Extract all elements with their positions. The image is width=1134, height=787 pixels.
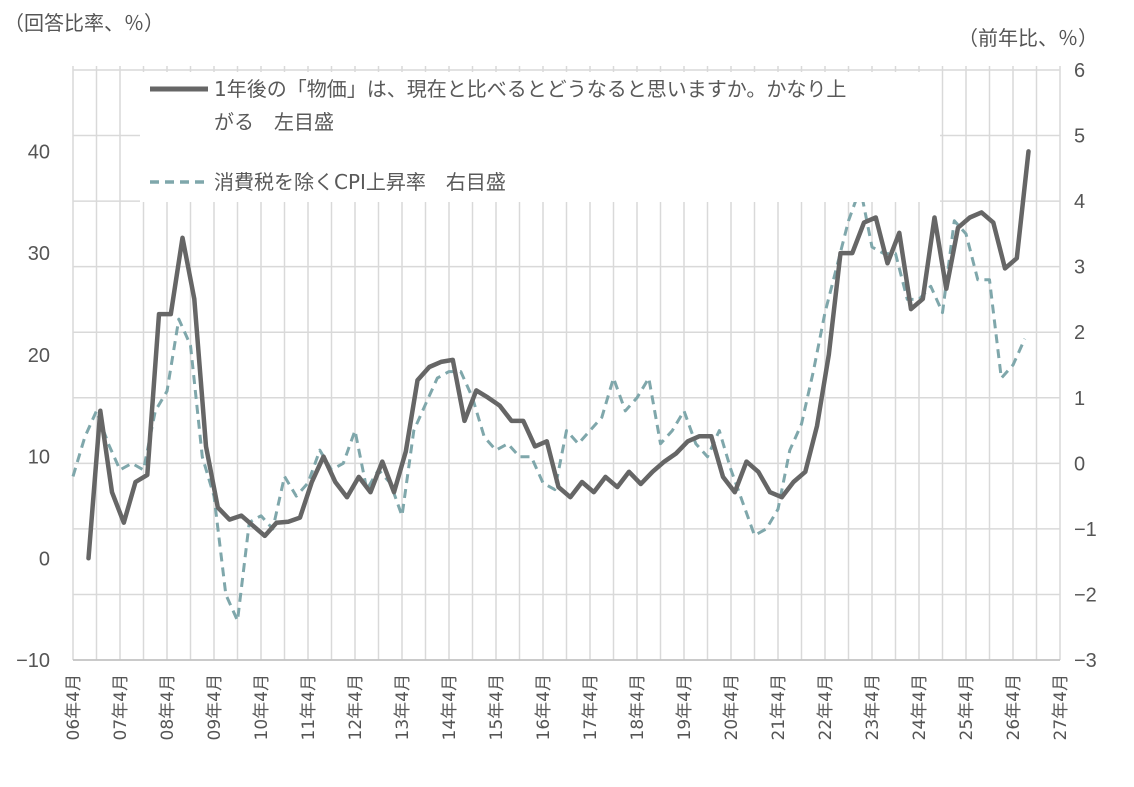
x-axis-tick-label: 24年4月 — [910, 674, 930, 740]
x-axis-tick-label: 18年4月 — [628, 674, 648, 740]
x-axis-tick-label: 13年4月 — [393, 674, 413, 740]
legend-label-expectation-line2: がる 左目盛 — [214, 110, 334, 134]
x-axis-tick-label: 26年4月 — [1004, 674, 1024, 740]
x-axis-tick-label: 19年4月 — [675, 674, 695, 740]
gridlines — [72, 66, 1061, 661]
left-axis-unit: （回答比率、％） — [4, 11, 164, 35]
legend-background — [140, 72, 940, 202]
x-axis-tick-label: 09年4月 — [205, 674, 225, 740]
x-axis-tick-label: 22年4月 — [816, 674, 836, 740]
x-axis-tick-label: 25年4月 — [957, 674, 977, 740]
x-axis-tick-label: 27年4月 — [1051, 674, 1071, 740]
x-axis-tick-label: 15年4月 — [487, 674, 507, 740]
legend-label-expectation-line1: 1年後の「物価」は、現在と比べるとどうなると思いますか。かなり上 — [214, 77, 846, 101]
legend-label-cpi: 消費税を除くCPI上昇率 右目盛 — [214, 170, 506, 194]
right-axis-tick-label: 3 — [1074, 257, 1085, 279]
right-axis-tick-label: 4 — [1074, 191, 1085, 213]
x-axis-tick-label: 11年4月 — [299, 674, 319, 740]
right-axis-tick-label: −2 — [1074, 584, 1097, 606]
x-axis-tick-label: 23年4月 — [863, 674, 883, 740]
x-axis-tick-label: 20年4月 — [722, 674, 742, 740]
x-axis-tick-label: 16年4月 — [534, 674, 554, 740]
left-axis-tick-label: 0 — [39, 548, 50, 570]
right-axis-tick-label: 2 — [1074, 322, 1085, 344]
legend: 1年後の「物価」は、現在と比べるとどうなると思いますか。かなり上 がる 左目盛 … — [140, 72, 940, 202]
left-axis-tick-label: 20 — [28, 345, 50, 367]
series-line-expectation — [86, 149, 1031, 561]
right-axis-tick-label: 1 — [1074, 388, 1085, 410]
right-axis-unit: （前年比、％） — [958, 26, 1098, 50]
left-axis-tick-label: 40 — [28, 141, 50, 163]
left-axis-tick-label: 10 — [28, 447, 50, 469]
x-axis-tick-label: 06年4月 — [64, 674, 84, 740]
series-line-cpi — [71, 186, 1027, 623]
x-axis-tick-label: 14年4月 — [440, 674, 460, 740]
left-axis-tick-label: 30 — [28, 243, 50, 265]
right-axis-tick-label: 6 — [1074, 60, 1085, 82]
x-axis-tick-label: 10年4月 — [252, 674, 272, 740]
right-axis-tick-label: −3 — [1074, 650, 1097, 672]
x-axis-tick-label: 12年4月 — [346, 674, 366, 740]
left-axis-tick-label: −10 — [16, 650, 50, 672]
right-axis-tick-label: 0 — [1074, 453, 1085, 475]
x-axis-tick-label: 08年4月 — [158, 674, 178, 740]
x-axis-tick-label: 17年4月 — [581, 674, 601, 740]
series-lines — [71, 149, 1031, 623]
x-axis-tick-label: 07年4月 — [111, 674, 131, 740]
right-axis-tick-label: −1 — [1074, 519, 1097, 541]
x-axis-tick-label: 21年4月 — [769, 674, 789, 740]
right-axis-tick-label: 5 — [1074, 126, 1085, 148]
